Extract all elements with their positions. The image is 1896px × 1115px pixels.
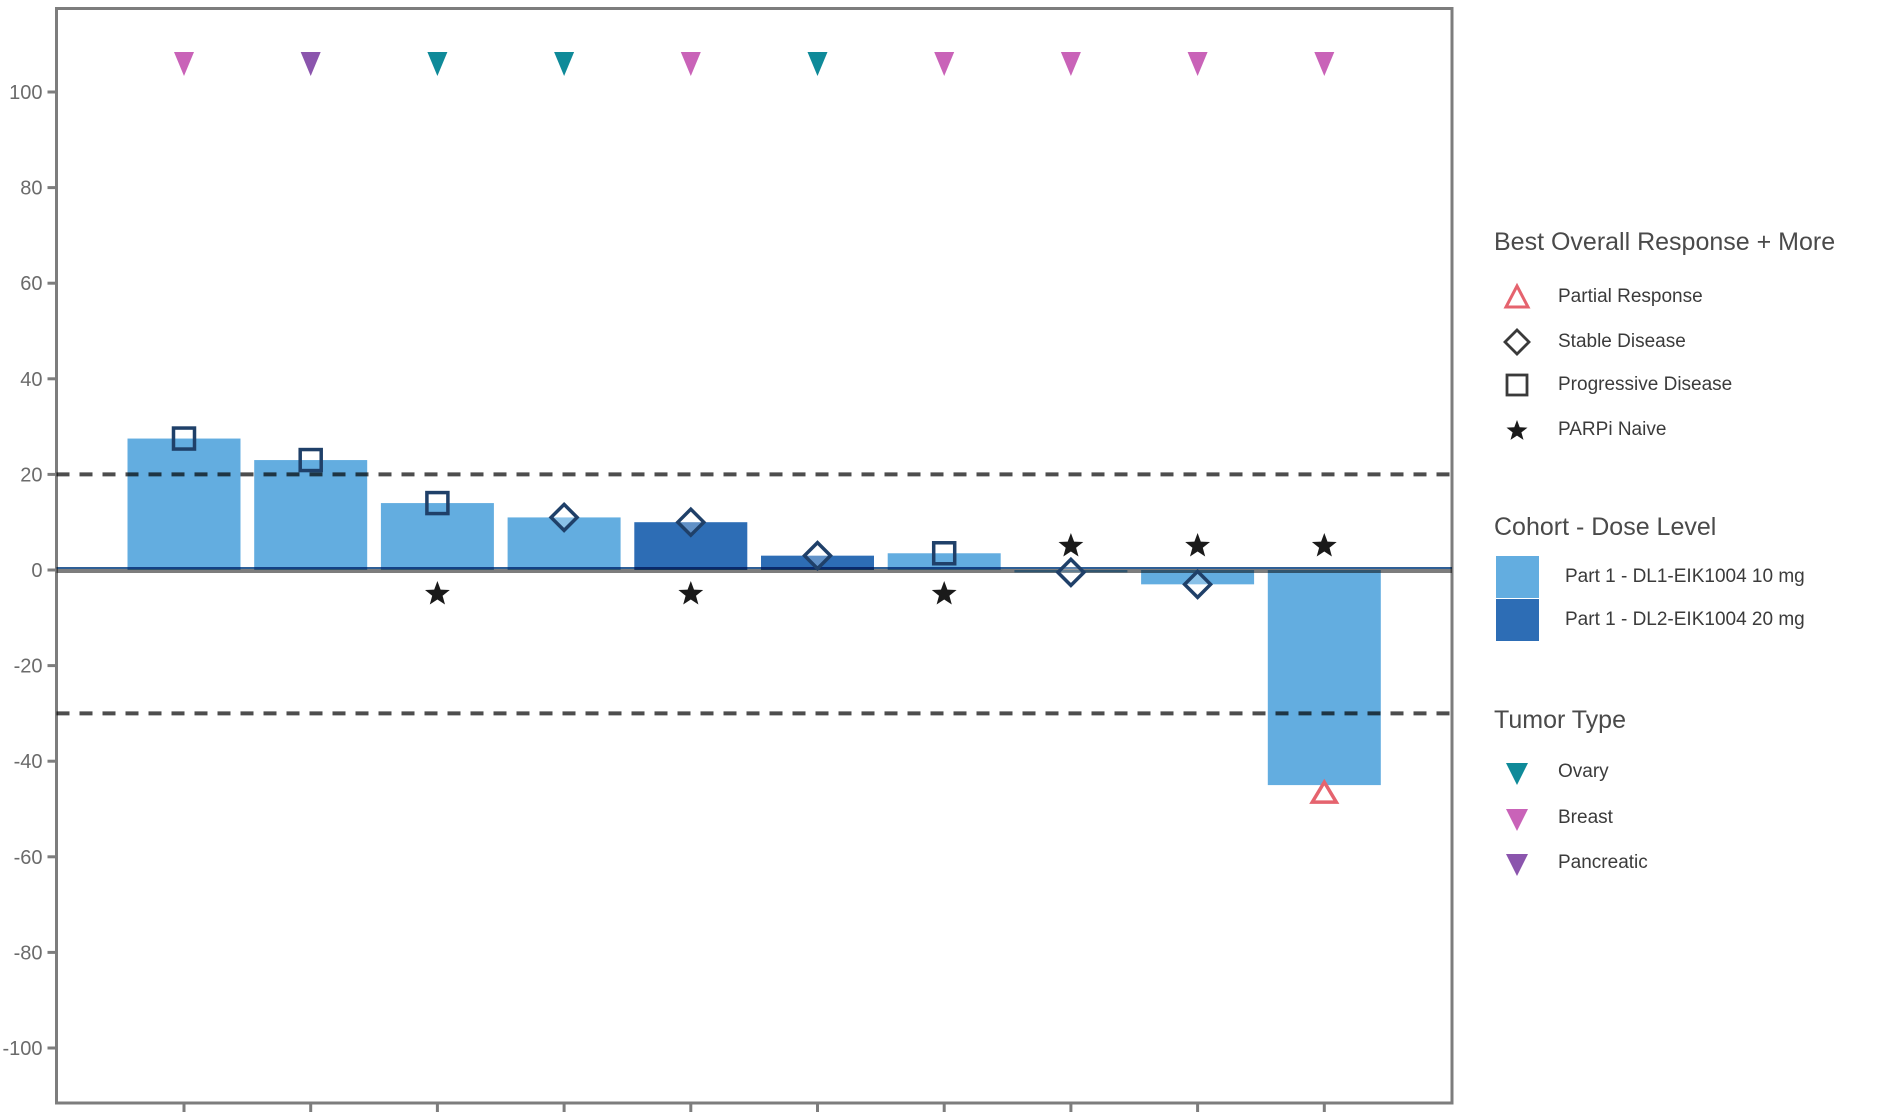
polygon: [1506, 854, 1528, 876]
tumor-triangle-breast: [680, 52, 701, 76]
y-axis-tick-label: -100: [2, 1038, 42, 1060]
marker-parpi-naive-star: [1058, 533, 1084, 557]
legend-item-progressive-disease-label: Progressive Disease: [1558, 374, 1733, 395]
tumor-triangle-breast: [1314, 52, 1335, 76]
tumor-type-triangle-icon: [1506, 809, 1528, 831]
legend-item-partial-response: Partial Response: [1494, 279, 1703, 315]
legend-item-stable-disease-label: Stable Disease: [1558, 331, 1686, 352]
tumor-triangle-breast: [1060, 52, 1081, 76]
bar-patient-6: [761, 555, 874, 570]
legend-item-tumor-pancreatic-symbol: [1494, 846, 1540, 880]
legend-item-progressive-disease-symbol: [1494, 368, 1540, 402]
legend-item-parpi-naive: PARPi Naive: [1494, 412, 1666, 448]
y-axis-tick-label: -80: [14, 942, 43, 964]
bar-patient-10: [1267, 570, 1381, 786]
legend-item-tumor-ovary-label: Ovary: [1558, 761, 1609, 782]
tumor-triangle-ovary: [427, 52, 448, 76]
legend-item-cohort-2: Part 1 - DL2-EIK1004 20 mg: [1494, 599, 1805, 641]
legend-item-stable-disease-symbol: [1494, 325, 1540, 359]
legend-item-tumor-breast-label: Breast: [1558, 807, 1613, 828]
cohort-color-swatch: [1496, 599, 1539, 641]
legend-item-cohort-label: Part 1 - DL1-EIK1004 10 mg: [1565, 566, 1805, 587]
tumor-type-triangle-icon: [1506, 854, 1528, 876]
legend-response-title: Best Overall Response + More: [1494, 228, 1836, 256]
y-axis-tick-label: 80: [20, 178, 42, 200]
tumor-triangle-breast: [1187, 52, 1208, 76]
bar-patient-2: [254, 460, 368, 570]
y-axis-tick-label: -20: [14, 656, 43, 678]
bar-patient-5: [634, 522, 748, 570]
legend-cohort-title: Cohort - Dose Level: [1494, 513, 1717, 541]
legend-item-stable-disease: Stable Disease: [1494, 324, 1686, 360]
marker-stable-disease: [548, 501, 580, 533]
marker-stable-disease: [1182, 568, 1214, 600]
path: [1506, 420, 1528, 440]
y-axis-tick-label: 0: [31, 560, 42, 582]
y-axis-tick-label: 40: [20, 369, 42, 391]
legend: Best Overall Response + More Partial Res…: [1488, 0, 1896, 1115]
bar-patient-7: [887, 553, 1001, 570]
progressive-disease-square-icon: [1505, 373, 1529, 397]
marker-progressive-disease: [171, 426, 197, 451]
plot-border: [55, 7, 1454, 1105]
legend-item-tumor-breast: Breast: [1494, 800, 1613, 836]
rect: [1505, 373, 1529, 397]
marker-stable-disease: [675, 506, 707, 538]
marker-progressive-disease: [298, 447, 323, 473]
partial-response-triangle-icon: [1503, 282, 1531, 309]
marker-progressive-disease: [425, 490, 450, 516]
tumor-triangle-breast: [174, 52, 194, 76]
marker-parpi-naive-star: [931, 581, 957, 605]
marker-parpi-naive-star: [1311, 533, 1337, 557]
tumor-triangle-ovary: [554, 52, 575, 76]
marker-partial-response: [1309, 778, 1340, 804]
legend-item-tumor-pancreatic: Pancreatic: [1494, 845, 1648, 881]
y-axis-tick-label: -40: [14, 751, 43, 773]
legend-tumor-title: Tumor Type: [1494, 706, 1626, 734]
bar-patient-9: [1141, 570, 1255, 585]
marker-parpi-naive-star: [678, 581, 704, 605]
y-axis-tick-label: 60: [20, 273, 42, 295]
legend-item-progressive-disease: Progressive Disease: [1494, 367, 1732, 403]
tumor-triangle-breast: [934, 52, 955, 76]
legend-item-partial-response-label: Partial Response: [1558, 286, 1703, 307]
polygon: [1503, 328, 1531, 356]
marker-progressive-disease: [931, 541, 957, 566]
tumor-type-triangle-icon: [1506, 763, 1528, 785]
legend-item-parpi-naive-label: PARPi Naive: [1558, 419, 1667, 440]
parpi-naive-star-icon: [1506, 420, 1528, 440]
legend-item-tumor-ovary-symbol: [1494, 755, 1540, 789]
y-axis-tick-label: -60: [14, 847, 43, 869]
y-axis-tick-label: 100: [9, 82, 42, 104]
cohort-color-swatch: [1496, 556, 1539, 598]
y-axis-tick-label: 20: [20, 464, 42, 486]
polygon: [1506, 809, 1528, 831]
bar-patient-4: [507, 517, 621, 570]
marker-parpi-naive-star: [425, 581, 450, 605]
polygon: [1503, 282, 1531, 309]
legend-item-tumor-ovary: Ovary: [1494, 754, 1609, 790]
marker-stable-disease: [1055, 556, 1087, 588]
legend-item-cohort-1: Part 1 - DL1-EIK1004 10 mg: [1494, 556, 1805, 598]
tumor-triangle-ovary: [807, 52, 828, 76]
bar-patient-1: [127, 438, 241, 570]
legend-item-tumor-pancreatic-label: Pancreatic: [1558, 852, 1648, 873]
legend-item-cohort-label: Part 1 - DL2-EIK1004 20 mg: [1565, 609, 1805, 630]
legend-item-parpi-naive-symbol: [1494, 413, 1540, 447]
legend-item-partial-response-symbol: [1494, 280, 1540, 314]
marker-stable-disease: [802, 540, 833, 572]
legend-item-tumor-breast-symbol: [1494, 801, 1540, 835]
tumor-triangle-pancreatic: [300, 52, 321, 76]
stable-disease-diamond-icon: [1503, 328, 1531, 356]
polygon: [1506, 763, 1528, 785]
marker-parpi-naive-star: [1185, 533, 1210, 557]
